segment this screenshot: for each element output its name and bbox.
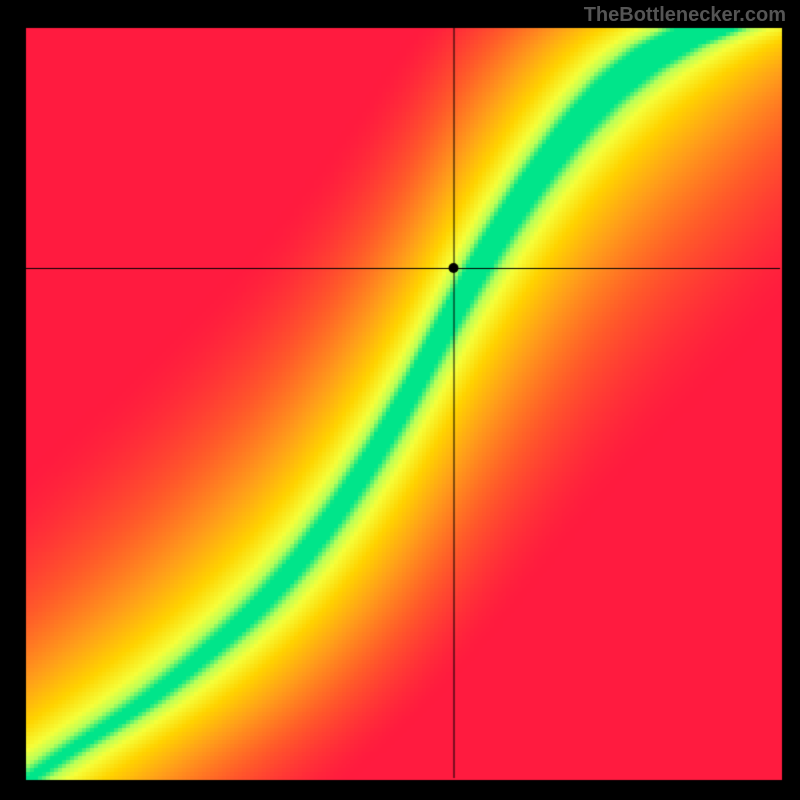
bottleneck-heatmap-canvas (0, 0, 800, 800)
chart-container: { "attribution": { "text": "TheBottlenec… (0, 0, 800, 800)
attribution-text: TheBottlenecker.com (584, 4, 786, 27)
